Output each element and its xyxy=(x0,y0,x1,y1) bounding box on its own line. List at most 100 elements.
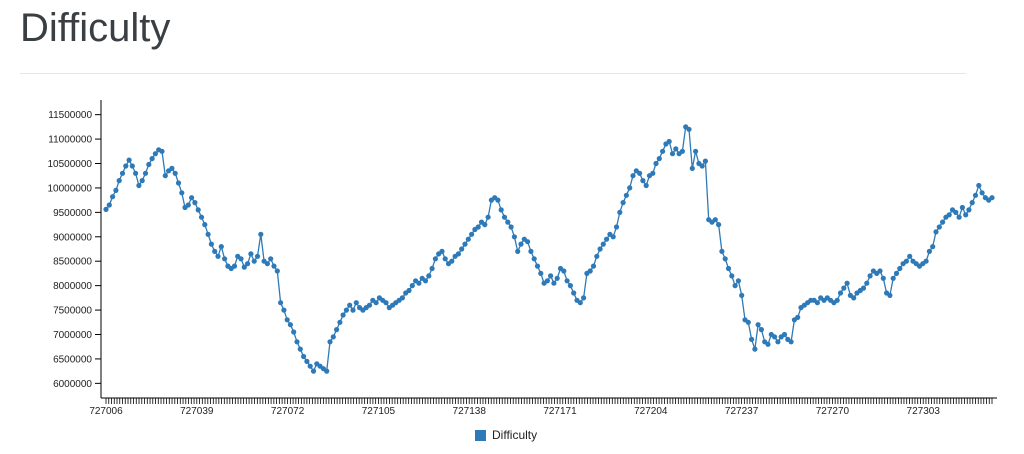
difficulty-point xyxy=(231,263,238,269)
difficulty-point xyxy=(505,219,511,225)
difficulty-point xyxy=(469,231,475,237)
x-tick-label: 727039 xyxy=(180,406,214,417)
difficulty-point xyxy=(350,307,356,313)
difficulty-point xyxy=(716,222,722,228)
x-tick-label: 727006 xyxy=(89,406,123,417)
difficulty-point xyxy=(432,256,438,262)
y-tick-label: 9500000 xyxy=(53,208,92,219)
difficulty-point xyxy=(287,322,293,328)
difficulty-point xyxy=(600,241,606,247)
difficulty-point xyxy=(834,297,840,303)
difficulty-point xyxy=(851,295,857,301)
y-tick-label: 6000000 xyxy=(53,379,92,390)
difficulty-point xyxy=(212,248,218,254)
difficulty-point xyxy=(772,334,778,340)
y-tick-label: 8500000 xyxy=(53,257,92,268)
difficulty-point xyxy=(890,275,896,281)
difficulty-point xyxy=(268,256,274,262)
difficulty-point xyxy=(373,300,379,306)
difficulty-point xyxy=(455,251,461,257)
difficulty-point xyxy=(590,263,597,269)
difficulty-point xyxy=(897,265,903,272)
y-tick-label: 7500000 xyxy=(53,306,92,317)
difficulty-point xyxy=(877,268,883,274)
difficulty-point xyxy=(462,241,468,247)
difficulty-point xyxy=(610,234,616,240)
difficulty-point xyxy=(518,241,524,247)
difficulty-point xyxy=(475,224,481,230)
difficulty-point xyxy=(284,317,290,323)
difficulty-point xyxy=(653,160,659,167)
difficulty-point xyxy=(693,148,699,154)
difficulty-point xyxy=(637,170,643,176)
difficulty-point xyxy=(933,229,939,235)
difficulty-point xyxy=(495,197,501,203)
difficulty-point xyxy=(749,336,755,342)
difficulty-point xyxy=(867,273,873,279)
difficulty-point xyxy=(416,280,422,286)
difficulty-point xyxy=(340,312,346,318)
difficulty-point xyxy=(617,209,623,215)
difficulty-point xyxy=(251,258,257,264)
difficulty-point xyxy=(940,219,946,225)
y-tick-label: 11000000 xyxy=(48,135,92,146)
difficulty-point xyxy=(689,165,695,171)
difficulty-point xyxy=(627,185,633,191)
difficulty-point xyxy=(258,231,264,237)
difficulty-point xyxy=(860,285,867,291)
difficulty-point xyxy=(963,212,969,218)
x-tick-label: 727072 xyxy=(271,406,305,417)
difficulty-point xyxy=(442,256,448,262)
difficulty-point xyxy=(304,358,310,364)
difficulty-point xyxy=(959,204,966,211)
difficulty-point xyxy=(732,283,738,289)
difficulty-point xyxy=(465,236,471,242)
difficulty-point xyxy=(538,270,544,276)
difficulty-point xyxy=(406,287,412,294)
difficulty-point xyxy=(501,214,508,220)
difficulty-point xyxy=(969,200,975,206)
difficulty-point xyxy=(976,182,982,189)
difficulty-point xyxy=(795,314,801,320)
difficulty-point xyxy=(133,170,139,176)
difficulty-point xyxy=(581,295,587,301)
difficulty-point xyxy=(248,251,254,257)
difficulty-point xyxy=(129,163,135,169)
difficulty-point xyxy=(669,151,676,157)
x-tick-label: 727105 xyxy=(362,406,396,417)
difficulty-point xyxy=(666,138,672,145)
difficulty-point xyxy=(347,302,353,308)
difficulty-point xyxy=(814,300,821,306)
difficulty-point xyxy=(841,285,847,291)
difficulty-point xyxy=(146,161,152,168)
difficulty-point xyxy=(149,156,155,162)
difficulty-point xyxy=(383,300,389,306)
x-tick-label: 727171 xyxy=(543,406,577,417)
difficulty-point xyxy=(301,353,307,360)
difficulty-point xyxy=(893,270,900,276)
difficulty-point xyxy=(755,322,761,328)
difficulty-point xyxy=(775,339,781,345)
difficulty-point xyxy=(399,295,405,301)
x-tick-label: 727237 xyxy=(725,406,759,417)
difficulty-point xyxy=(620,200,626,206)
y-tick-label: 10500000 xyxy=(48,159,93,170)
difficulty-point xyxy=(429,265,435,272)
difficulty-point xyxy=(752,346,758,352)
difficulty-point xyxy=(554,275,560,281)
x-tick-label: 727138 xyxy=(453,406,487,417)
difficulty-point xyxy=(142,170,149,176)
difficulty-point xyxy=(189,195,195,201)
difficulty-point xyxy=(310,368,317,374)
difficulty-point xyxy=(966,207,972,213)
difficulty-point xyxy=(699,163,705,169)
difficulty-point xyxy=(185,202,191,208)
difficulty-point xyxy=(946,212,952,218)
chart-legend[interactable]: Difficulty xyxy=(475,428,537,442)
difficulty-point xyxy=(439,248,445,254)
difficulty-point xyxy=(528,248,534,254)
difficulty-point xyxy=(274,268,280,274)
difficulty-point xyxy=(334,327,340,333)
difficulty-point xyxy=(136,182,142,189)
difficulty-point xyxy=(297,346,303,352)
